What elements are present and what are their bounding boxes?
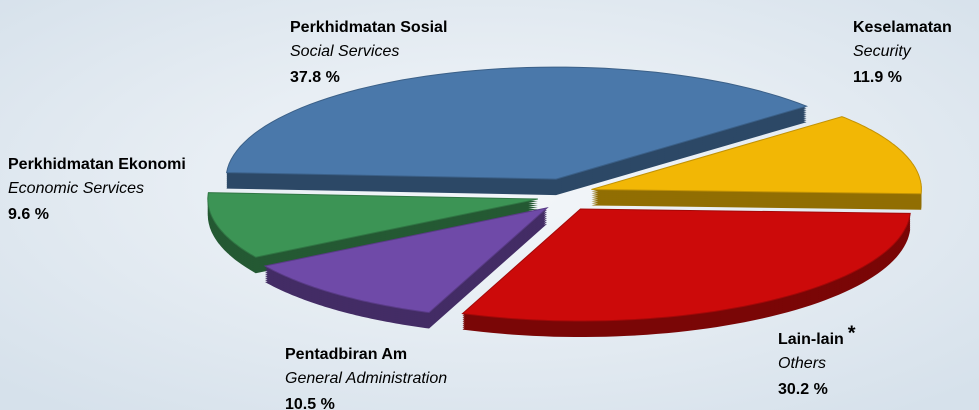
annotation: *: [848, 322, 856, 344]
value-label: 9.6 %: [8, 206, 49, 223]
value-label: 30.2 %: [778, 381, 828, 398]
value-label: 37.8 %: [290, 69, 340, 86]
value-label: 11.9 %: [853, 69, 902, 86]
slice-label: Lain-lain: [778, 331, 844, 348]
slice-sublabel: Security: [853, 43, 912, 60]
slice-label: Keselamatan: [853, 19, 952, 36]
slice: [263, 207, 549, 314]
slice: [225, 66, 809, 180]
slice-label: Perkhidmatan Ekonomi: [8, 156, 186, 173]
slice-sublabel: Others: [778, 355, 826, 372]
value-label: 10.5 %: [285, 396, 335, 410]
slice-label: Pentadbiran Am: [285, 346, 407, 363]
slice-sublabel: Social Services: [290, 43, 399, 60]
slice: [207, 192, 538, 258]
slice-sublabel: General Administration: [285, 370, 447, 387]
slice-sublabel: Economic Services: [8, 180, 144, 197]
slice: [461, 208, 911, 322]
slice-label: Perkhidmatan Sosial: [290, 19, 447, 36]
slice: [591, 116, 922, 195]
